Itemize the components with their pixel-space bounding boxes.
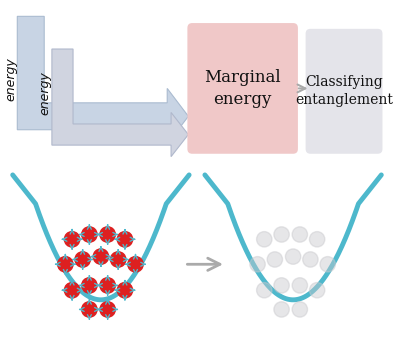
Circle shape xyxy=(82,278,97,293)
Circle shape xyxy=(320,257,335,272)
Circle shape xyxy=(100,227,115,242)
Circle shape xyxy=(292,227,308,242)
Circle shape xyxy=(64,283,80,298)
FancyBboxPatch shape xyxy=(306,29,382,154)
Circle shape xyxy=(274,302,289,317)
Circle shape xyxy=(274,227,289,242)
Circle shape xyxy=(64,231,80,247)
Text: energy: energy xyxy=(39,71,52,115)
Circle shape xyxy=(267,252,282,267)
Circle shape xyxy=(82,227,97,242)
Circle shape xyxy=(58,257,73,272)
Circle shape xyxy=(256,283,272,298)
Circle shape xyxy=(274,278,289,293)
Text: energy: energy xyxy=(4,57,17,101)
Circle shape xyxy=(292,302,308,317)
Circle shape xyxy=(117,283,133,298)
FancyBboxPatch shape xyxy=(187,23,298,154)
Circle shape xyxy=(82,302,97,317)
Circle shape xyxy=(100,278,115,293)
Circle shape xyxy=(256,231,272,247)
Polygon shape xyxy=(52,49,188,157)
Circle shape xyxy=(128,257,143,272)
Circle shape xyxy=(286,249,301,264)
Polygon shape xyxy=(17,16,188,144)
Circle shape xyxy=(310,283,325,298)
Circle shape xyxy=(303,252,318,267)
Circle shape xyxy=(110,252,126,267)
Text: Marginal
energy: Marginal energy xyxy=(204,69,281,108)
Circle shape xyxy=(310,231,325,247)
Circle shape xyxy=(100,302,115,317)
Circle shape xyxy=(117,231,133,247)
Circle shape xyxy=(292,278,308,293)
Circle shape xyxy=(75,252,90,267)
Circle shape xyxy=(250,257,265,272)
Text: Classifying
entanglement: Classifying entanglement xyxy=(295,75,393,108)
Circle shape xyxy=(93,249,108,264)
